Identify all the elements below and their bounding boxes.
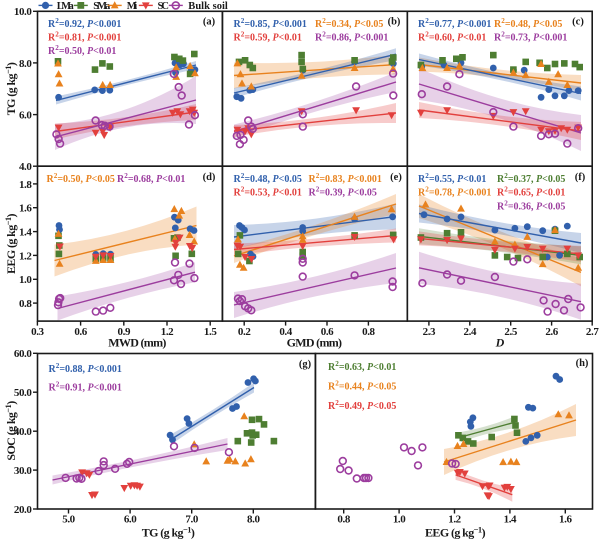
- svg-text:R2=0.63, P<0.01: R2=0.63, P<0.01: [328, 360, 396, 373]
- svg-text:SC: SC: [158, 1, 170, 12]
- svg-text:10.0: 10.0: [14, 6, 33, 18]
- svg-text:TG (g kg−1): TG (g kg−1): [3, 62, 18, 115]
- svg-text:R2=0.44, P<0.05: R2=0.44, P<0.05: [328, 380, 396, 393]
- svg-text:R2=0.48, P<0.05: R2=0.48, P<0.05: [494, 17, 562, 30]
- svg-text:0.6: 0.6: [321, 326, 334, 338]
- svg-text:1.5: 1.5: [204, 326, 217, 338]
- svg-text:30.0: 30.0: [14, 465, 33, 477]
- svg-text:SOC (g kg−1): SOC (g kg−1): [3, 401, 18, 461]
- svg-text:R2=0.78, P<0.001: R2=0.78, P<0.001: [418, 186, 491, 199]
- svg-text:1.8: 1.8: [19, 179, 32, 191]
- svg-text:1.2: 1.2: [19, 250, 32, 262]
- svg-text:0.8: 0.8: [362, 326, 375, 338]
- svg-text:R2=0.91, P<0.001: R2=0.91, P<0.001: [49, 381, 122, 394]
- svg-text:(g): (g): [299, 359, 312, 370]
- svg-text:R2=0.48, P<0.05: R2=0.48, P<0.05: [234, 172, 302, 185]
- svg-text:5.0: 5.0: [62, 514, 75, 526]
- svg-text:R2=0.73, P<0.001: R2=0.73, P<0.001: [494, 31, 567, 44]
- svg-text:D: D: [495, 336, 505, 350]
- svg-text:1.2: 1.2: [161, 326, 174, 338]
- svg-text:2.4: 2.4: [464, 326, 477, 338]
- svg-text:R2=0.37, P<0.05: R2=0.37, P<0.05: [497, 172, 565, 185]
- svg-text:R2=0.55, P<0.01: R2=0.55, P<0.01: [418, 172, 486, 185]
- svg-text:R2=0.49, P<0.05: R2=0.49, P<0.05: [328, 399, 396, 412]
- svg-text:MWD (mm): MWD (mm): [108, 336, 166, 350]
- svg-text:1.0: 1.0: [393, 514, 406, 526]
- svg-text:0.2: 0.2: [238, 326, 251, 338]
- svg-text:0.3: 0.3: [31, 326, 44, 338]
- svg-text:EEG (g kg−1): EEG (g kg−1): [425, 525, 486, 540]
- svg-text:R2=0.86, P<0.001: R2=0.86, P<0.001: [315, 31, 388, 44]
- svg-text:0.9: 0.9: [118, 326, 131, 338]
- svg-text:R2=0.34, P<0.05: R2=0.34, P<0.05: [315, 17, 383, 30]
- svg-text:R2=0.77, P<0.001: R2=0.77, P<0.001: [418, 17, 491, 30]
- svg-text:R2=0.68, P<0.01: R2=0.68, P<0.01: [117, 172, 185, 185]
- svg-text:R2=0.81, P<0.001: R2=0.81, P<0.001: [48, 31, 121, 44]
- svg-text:SMa: SMa: [93, 1, 111, 12]
- svg-text:R2=0.92, P<0.001: R2=0.92, P<0.001: [48, 17, 121, 30]
- svg-text:TG (g kg−1): TG (g kg−1): [142, 525, 195, 540]
- svg-text:EEG (g kg−1): EEG (g kg−1): [3, 213, 18, 274]
- svg-text:R2=0.60, P<0.01: R2=0.60, P<0.01: [418, 31, 486, 44]
- svg-text:0.8: 0.8: [337, 514, 350, 526]
- svg-text:8.0: 8.0: [19, 58, 32, 70]
- svg-text:(f): (f): [575, 172, 586, 183]
- svg-text:6.0: 6.0: [124, 514, 137, 526]
- svg-text:Bulk soil: Bulk soil: [188, 1, 228, 12]
- svg-text:2.6: 2.6: [545, 326, 558, 338]
- svg-text:(a): (a): [203, 17, 216, 28]
- svg-text:1.4: 1.4: [19, 227, 32, 239]
- svg-text:R2=0.39, P<0.05: R2=0.39, P<0.05: [309, 186, 377, 199]
- svg-text:R2=0.50, P<0.05: R2=0.50, P<0.05: [47, 172, 115, 185]
- svg-text:1.6: 1.6: [559, 514, 572, 526]
- svg-text:R2=0.59, P<0.01: R2=0.59, P<0.01: [234, 31, 302, 44]
- svg-text:50.0: 50.0: [14, 387, 33, 399]
- svg-text:0.6: 0.6: [74, 326, 87, 338]
- svg-text:1.6: 1.6: [19, 203, 32, 215]
- svg-text:R2=0.65, P<0.01: R2=0.65, P<0.01: [497, 186, 565, 199]
- svg-text:1.0: 1.0: [19, 274, 32, 286]
- svg-text:(c): (c): [572, 17, 584, 28]
- svg-text:R2=0.50, P<0.01: R2=0.50, P<0.01: [48, 44, 116, 57]
- svg-text:2.5: 2.5: [504, 326, 517, 338]
- svg-text:R2=0.53, P<0.01: R2=0.53, P<0.01: [234, 186, 302, 199]
- svg-text:1.2: 1.2: [448, 514, 461, 526]
- svg-text:Mi: Mi: [127, 1, 138, 12]
- svg-text:2.7: 2.7: [586, 326, 599, 338]
- svg-text:2.3: 2.3: [423, 326, 436, 338]
- svg-text:(d): (d): [203, 172, 216, 183]
- svg-text:4.0: 4.0: [19, 161, 32, 173]
- svg-text:20.0: 20.0: [14, 504, 33, 516]
- svg-text:0.4: 0.4: [279, 326, 292, 338]
- svg-text:R2=0.85, P<0.001: R2=0.85, P<0.001: [234, 17, 307, 30]
- svg-text:(e): (e): [390, 172, 402, 183]
- svg-text:LMa: LMa: [57, 1, 75, 12]
- svg-text:60.0: 60.0: [14, 348, 33, 360]
- svg-text:0.8: 0.8: [19, 298, 32, 310]
- svg-text:40.0: 40.0: [14, 426, 33, 438]
- svg-text:R2=0.88, P<0.001: R2=0.88, P<0.001: [49, 362, 122, 375]
- svg-text:(b): (b): [388, 17, 401, 28]
- svg-text:7.0: 7.0: [185, 514, 198, 526]
- svg-text:6.0: 6.0: [19, 110, 32, 122]
- svg-text:R2=0.83, P<0.001: R2=0.83, P<0.001: [309, 172, 382, 185]
- svg-text:(h): (h): [576, 358, 589, 369]
- svg-text:R2=0.36, P<0.05: R2=0.36, P<0.05: [497, 200, 565, 213]
- svg-text:8.0: 8.0: [247, 514, 260, 526]
- svg-text:GMD (mm): GMD (mm): [287, 336, 342, 350]
- svg-text:1.4: 1.4: [504, 514, 517, 526]
